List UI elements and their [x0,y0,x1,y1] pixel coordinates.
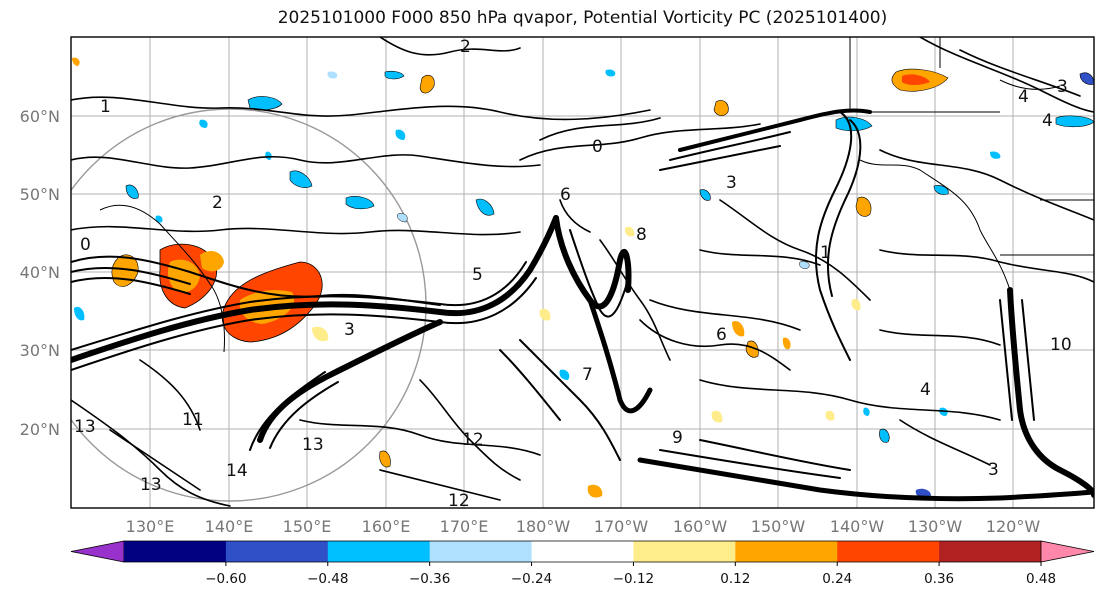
contour-label: 11 [182,410,204,430]
contour-label: 3 [1057,77,1068,97]
colorbar-tick-label: −0.60 [205,571,246,587]
longitude-label: 120°W [986,517,1041,536]
contour-labels: 2 1 0 3 4 6 8 9 11 12 13 14 5 1 4 3 3 6 … [74,37,1072,511]
contour-label: 14 [226,461,248,481]
contour-label: 12 [462,430,484,450]
colorbar-tick-label: −0.24 [511,571,552,587]
colorbar-tick-label: −0.48 [307,571,348,587]
contour-label: 9 [672,428,683,448]
contour-label: 13 [140,475,162,495]
contour-label: 13 [74,417,96,437]
colorbar-tick-label: −0.36 [409,571,450,587]
longitude-label: 130°W [908,517,963,536]
colorbar-segment [327,541,431,562]
contour-label: 1 [100,97,111,117]
contour-label: 4 [1042,111,1053,131]
colorbar-tick-label: 0.24 [822,571,852,587]
colorbar-extend-high [1040,540,1095,563]
longitude-label: 150°W [751,517,806,536]
contour-label: 8 [636,225,647,245]
map-title: 2025101000 F000 850 hPa qvapor, Potentia… [277,8,888,28]
pv-contours [71,37,1094,507]
colorbar-segment [429,541,533,562]
longitude-label: 160°W [673,517,728,536]
contour-label: 13 [302,435,324,455]
latitude-label: 50°N [20,185,60,204]
contour-label: 10 [1050,335,1072,355]
contour-label: 4 [1018,87,1029,107]
contour-label: 3 [726,173,737,193]
colorbar-segment [837,541,940,562]
colorbar-segment [531,541,634,562]
contour-label: 7 [582,365,593,385]
contour-label: 12 [448,491,470,511]
colorbar-tick-label: 0.36 [924,571,954,587]
contour-label: 6 [716,325,727,345]
latitude-labels: 60°N 50°N 40°N 30°N 20°N [20,107,60,439]
longitude-label: 150°E [283,517,332,536]
range-circle [71,108,427,502]
longitude-label: 140°W [830,517,885,536]
contour-label: 0 [592,137,603,157]
colorbar-segment [633,541,736,562]
colorbar-segment [735,541,838,562]
colorbar-tick-label: 0.48 [1026,571,1056,587]
latitude-label: 60°N [20,107,60,126]
qvapor-negative-shading [74,69,1094,499]
contour-label: 2 [212,193,223,213]
map-content: 2 1 0 3 4 6 8 9 11 12 13 14 5 1 4 3 3 6 … [71,37,1094,511]
colorbar-tick-label: −0.12 [613,571,654,587]
colorbar-tick-label: 0.12 [720,571,750,587]
map-frame [70,36,1095,509]
longitude-labels: 130°E 140°E 150°E 160°E 170°E 180°W 170°W 160°W… [126,517,1041,536]
latitude-label: 20°N [20,420,60,439]
contour-label: 3 [344,320,355,340]
colorbar-segment [939,541,1042,562]
contour-label: 3 [988,460,999,480]
contour-label: 6 [560,185,571,205]
longitude-label: 170°W [594,517,649,536]
longitude-label: 170°E [440,517,489,536]
longitude-label: 180°W [516,517,571,536]
contour-label: 0 [80,235,91,255]
colorbar-outline [124,540,1041,563]
latitude-label: 30°N [20,341,60,360]
contour-label: 2 [460,37,471,57]
colorbar [70,540,1095,563]
colorbar-extend-low [70,540,125,563]
colorbar-segment [225,541,329,562]
longitude-label: 160°E [362,517,411,536]
longitude-label: 130°E [126,517,175,536]
colorbar-segment [124,541,227,562]
latitude-label: 40°N [20,263,60,282]
contour-label: 1 [820,243,831,263]
contour-label: 5 [472,265,483,285]
longitude-label: 140°E [205,517,254,536]
contour-label: 4 [920,380,931,400]
colorbar-ticks: −0.60 −0.48 −0.36 −0.24 −0.12 0.12 0.24 0.36 0.4… [205,562,1056,587]
